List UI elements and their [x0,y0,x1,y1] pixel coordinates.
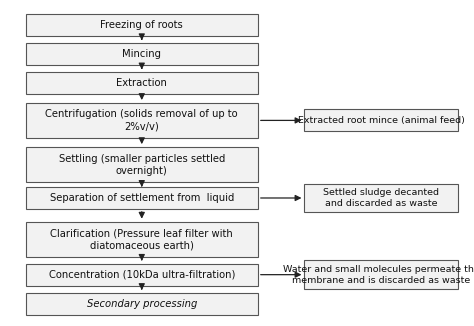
Text: Mincing: Mincing [122,49,161,59]
Text: Extracted root mince (animal feed): Extracted root mince (animal feed) [298,116,465,125]
Text: Secondary processing: Secondary processing [87,299,197,309]
FancyBboxPatch shape [26,43,258,65]
Text: Clarification (Pressure leaf filter with
diatomaceous earth): Clarification (Pressure leaf filter with… [50,228,233,250]
FancyBboxPatch shape [304,260,458,289]
Text: Settled sludge decanted
and discarded as waste: Settled sludge decanted and discarded as… [323,188,439,208]
FancyBboxPatch shape [26,147,258,182]
FancyBboxPatch shape [26,14,258,36]
Text: Concentration (10kDa ultra-filtration): Concentration (10kDa ultra-filtration) [49,270,235,280]
Text: Separation of settlement from  liquid: Separation of settlement from liquid [50,193,234,203]
FancyBboxPatch shape [26,293,258,315]
Text: Freezing of roots: Freezing of roots [100,20,183,30]
FancyBboxPatch shape [26,72,258,94]
FancyBboxPatch shape [304,184,458,213]
Text: Extraction: Extraction [116,78,167,88]
FancyBboxPatch shape [26,222,258,257]
Text: Centrifugation (solids removal of up to
2%v/v): Centrifugation (solids removal of up to … [46,110,238,131]
FancyBboxPatch shape [26,264,258,286]
FancyBboxPatch shape [304,110,458,131]
FancyBboxPatch shape [26,187,258,209]
Text: Water and small molecules permeate the
membrane and is discarded as waste: Water and small molecules permeate the m… [283,265,474,285]
Text: Settling (smaller particles settled
overnight): Settling (smaller particles settled over… [59,154,225,175]
FancyBboxPatch shape [26,103,258,138]
